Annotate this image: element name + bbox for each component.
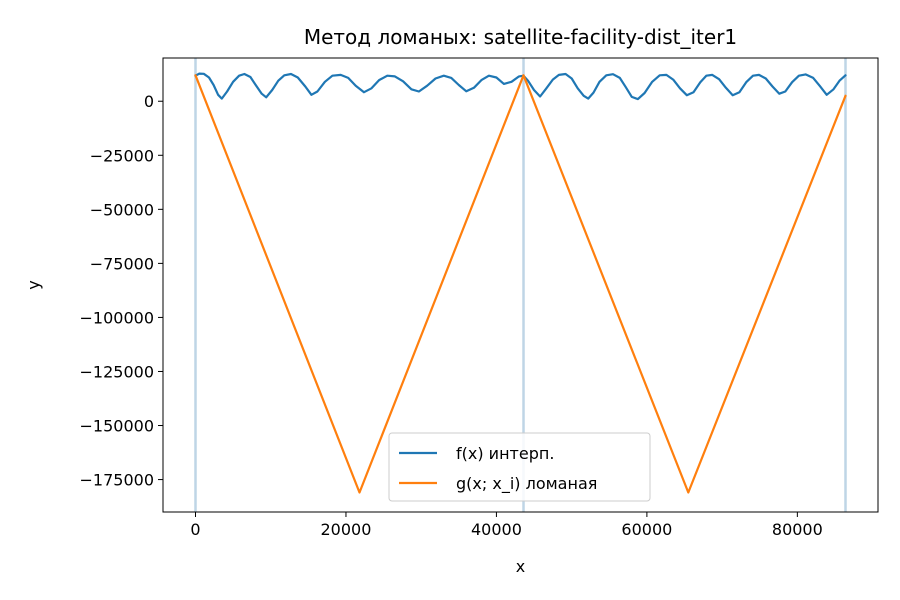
x-tick-label: 60000 [621,520,672,539]
y-axis-label: y [24,280,43,289]
series-line-1 [194,74,847,494]
x-axis-label: x [516,557,525,576]
y-tick-label: −175000 [80,471,154,490]
y-tick-label: −150000 [80,417,154,436]
x-tick-label: 0 [190,520,200,539]
y-tick-label: −75000 [90,254,154,273]
y-tick-label: −125000 [80,362,154,381]
y-tick-label: 0 [144,92,154,111]
y-ticks: 0 −25000 −50000 −75000 −100000 −125000 −150000… [80,92,163,490]
legend-box [388,432,651,502]
axes-frame [162,57,879,513]
legend-entry-label: f(x) интерп. [456,444,554,463]
legend-entry-label: g(x; x_i) ломаная [456,474,597,494]
x-tick-label: 80000 [772,520,823,539]
series-layer [194,72,847,494]
x-tick-label: 20000 [321,520,372,539]
legend: f(x) интерп. g(x; x_i) ломаная [388,432,651,502]
y-tick-label: −25000 [90,146,154,165]
x-ticks: 0 20000 40000 60000 80000 [190,512,823,539]
y-tick-label: −50000 [90,200,154,219]
chart-title: Метод ломаных: satellite-facility-dist_i… [304,25,737,49]
y-tick-label: −100000 [80,308,154,327]
x-tick-label: 40000 [471,520,522,539]
